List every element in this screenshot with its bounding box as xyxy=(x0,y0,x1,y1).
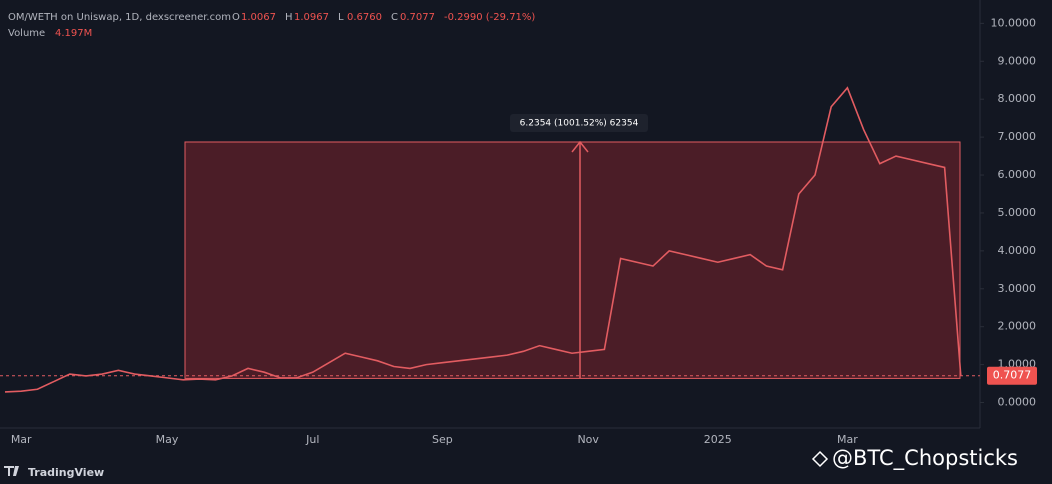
ohlc-key: O xyxy=(232,12,240,23)
x-tick-label: Jul xyxy=(305,433,319,446)
y-tick-label: 0.0000 xyxy=(998,396,1037,409)
watermark-icon xyxy=(811,450,829,468)
last-price-bg xyxy=(987,366,1037,385)
range-label: 6.2354 (1001.52%) 62354 xyxy=(520,118,639,128)
brand: TradingView xyxy=(28,466,104,479)
ohlc-value: 0.7077 xyxy=(400,12,435,23)
volume-value: 4.197M xyxy=(55,28,92,39)
arrow-head xyxy=(571,140,589,153)
y-tick-label: 5.0000 xyxy=(998,206,1037,219)
ohlc-key: H xyxy=(285,12,293,23)
ohlc-value: 1.0067 xyxy=(241,12,276,23)
x-tick-label: May xyxy=(156,433,179,446)
y-tick-label: 9.0000 xyxy=(998,54,1037,67)
y-tick-label: 7.0000 xyxy=(998,130,1037,143)
symbol: OM/WETH on Uniswap, 1D, dexscreener.com xyxy=(8,12,231,23)
y-tick-label: 3.0000 xyxy=(998,282,1037,295)
y-tick-label: 4.0000 xyxy=(998,244,1037,257)
y-tick-label: 6.0000 xyxy=(998,168,1037,181)
tv-logo xyxy=(4,466,19,476)
change: -0.2990 (-29.71%) xyxy=(444,12,535,23)
x-tick-label: Mar xyxy=(11,433,32,446)
x-tick-label: Sep xyxy=(432,433,453,446)
x-tick-label: Mar xyxy=(837,433,858,446)
y-tick-label: 10.0000 xyxy=(991,16,1037,29)
header: OM/WETH on Uniswap, 1D, dexscreener.com O… xyxy=(8,12,535,39)
range-label-bg xyxy=(510,113,648,132)
ohlc-value: 0.6760 xyxy=(347,12,382,23)
watermark: @BTC_Chopsticks xyxy=(832,446,1018,471)
x-tick-label: Nov xyxy=(577,433,599,446)
volume-label: Volume xyxy=(8,28,45,39)
ohlc-value: 1.0967 xyxy=(294,12,329,23)
price-line xyxy=(4,86,962,393)
y-tick-label: 8.0000 xyxy=(998,92,1037,105)
ohlc-key: C xyxy=(391,12,398,23)
x-tick-label: 2025 xyxy=(704,433,732,446)
last-price-label: 0.7077 xyxy=(993,369,1032,382)
y-tick-label: 2.0000 xyxy=(998,320,1037,333)
ohlc-key: L xyxy=(338,12,344,23)
range-box xyxy=(184,141,961,379)
